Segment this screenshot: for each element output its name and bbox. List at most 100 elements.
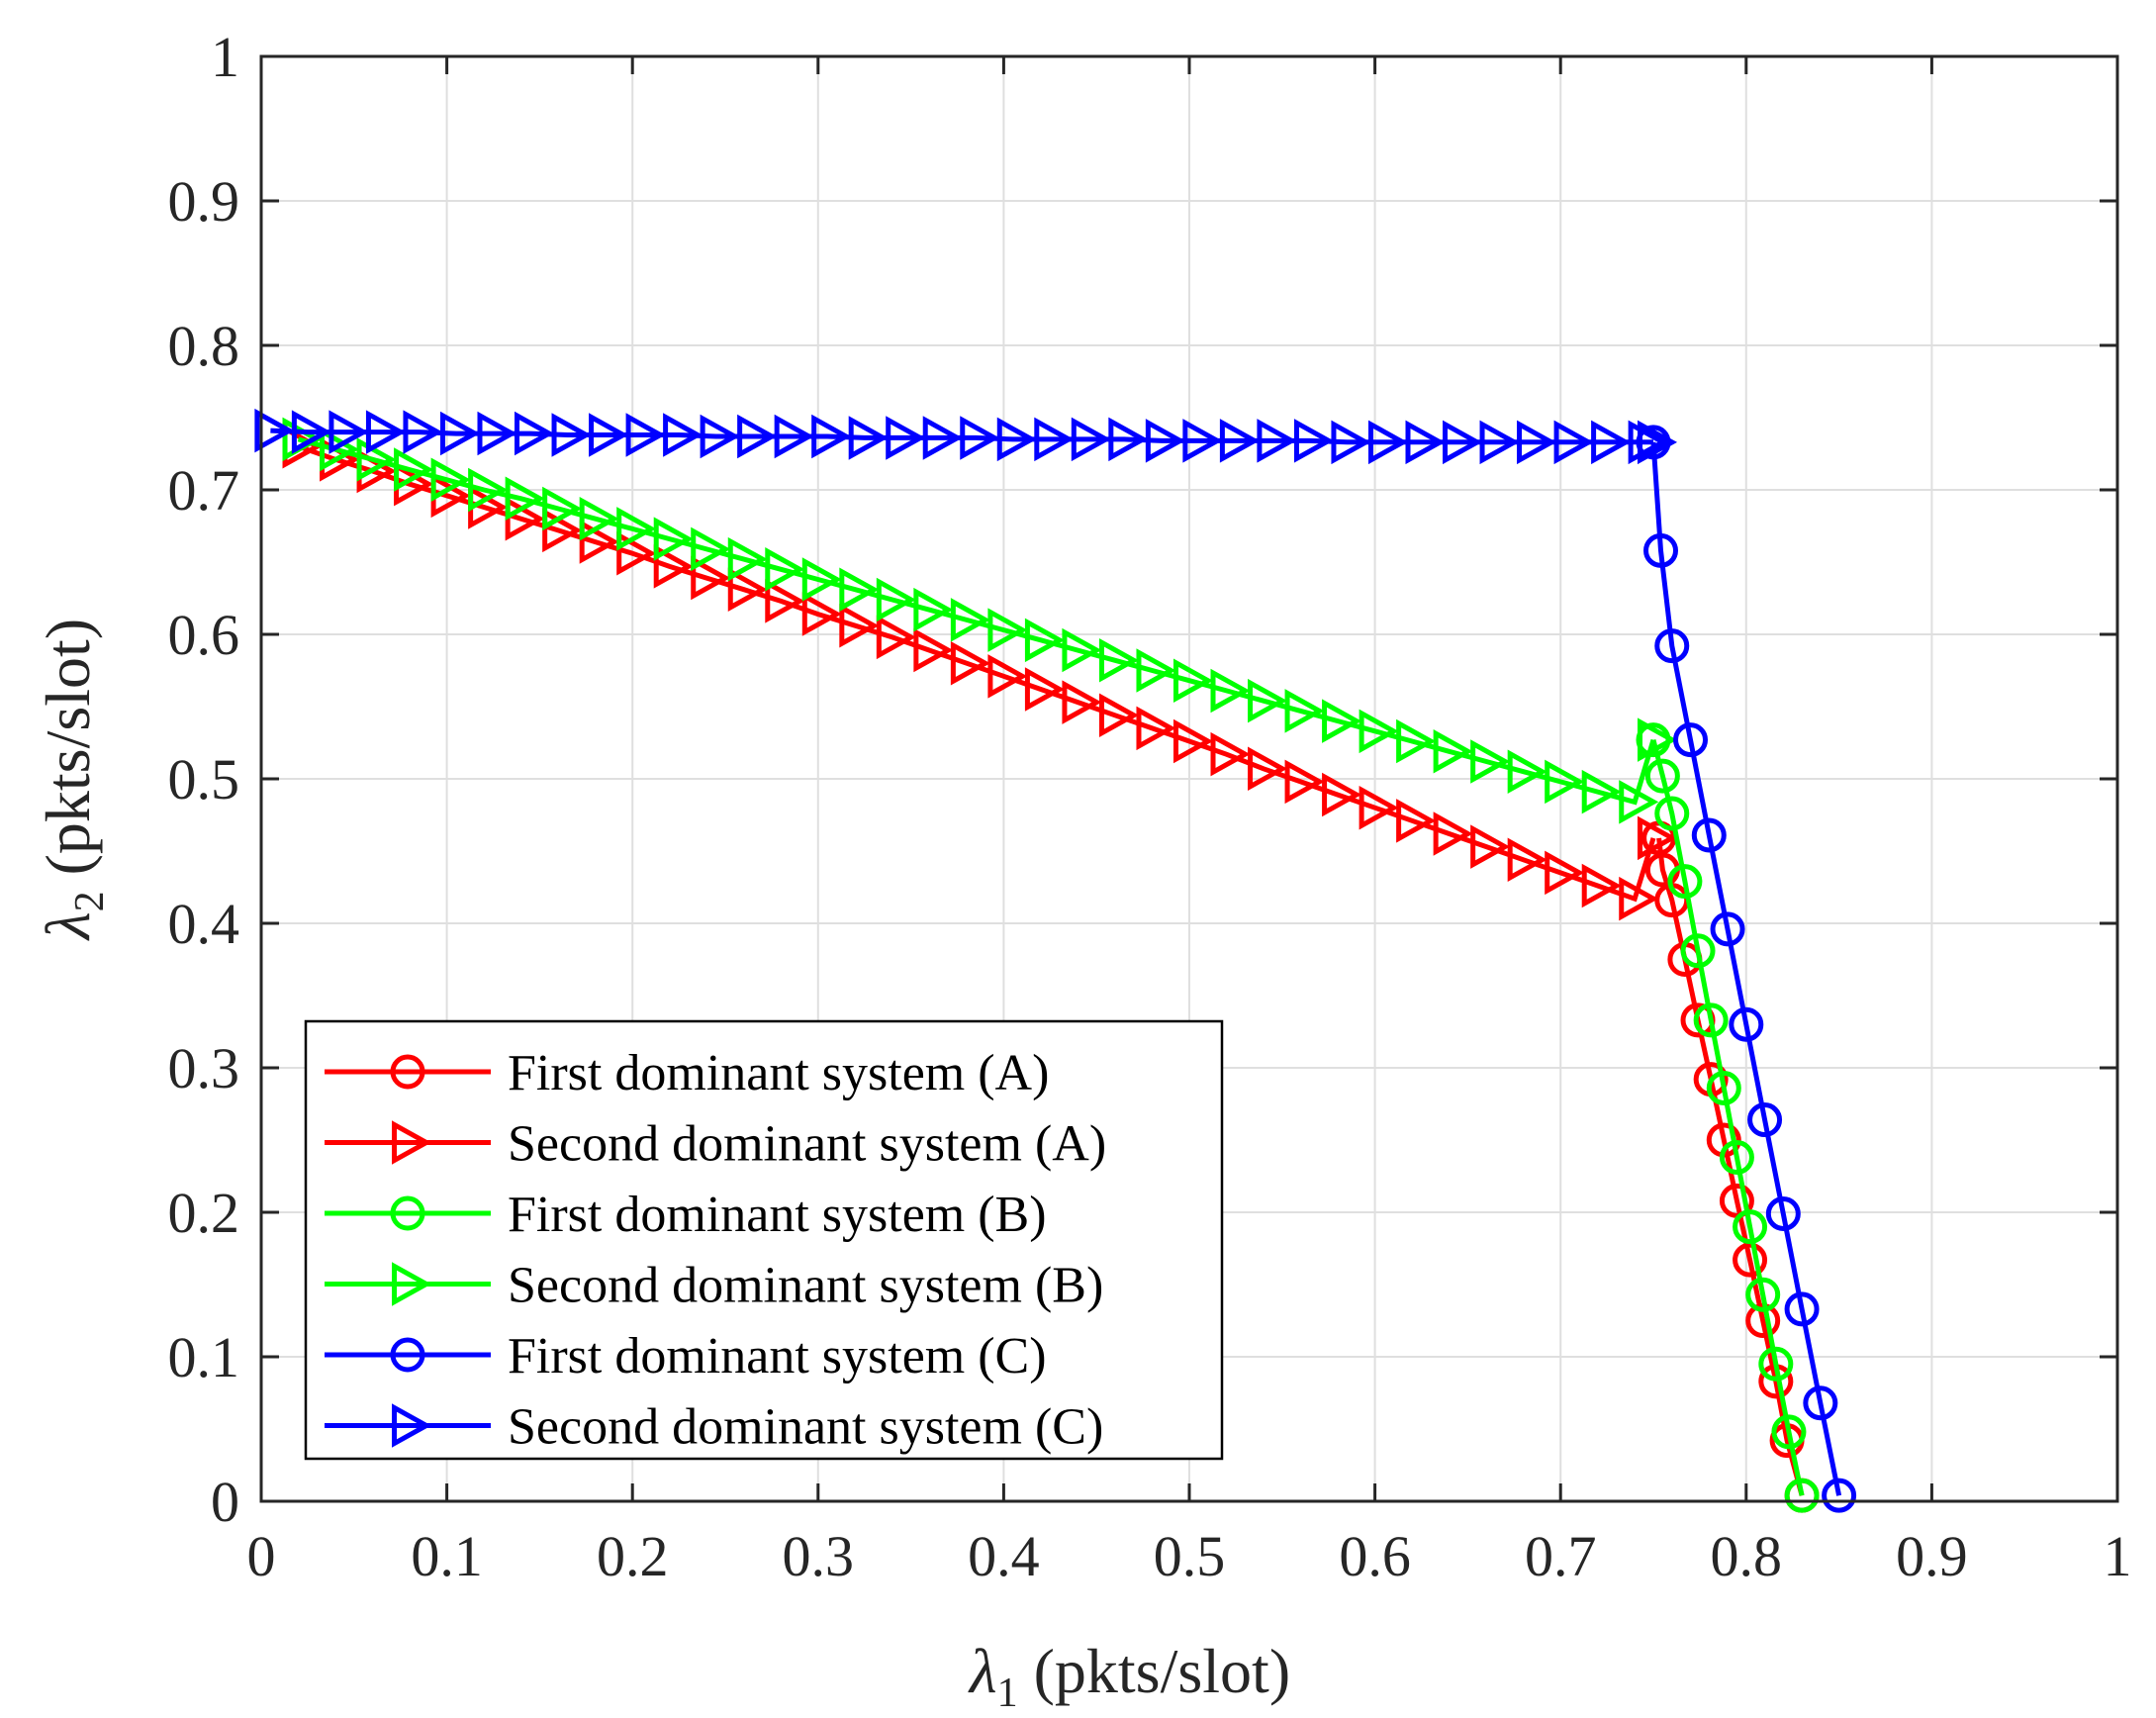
x-tick-label: 0.9 [1896,1524,1968,1588]
data-point-triangle [579,520,619,564]
y-tick-label: 0.2 [168,1181,240,1245]
data-point-triangle [1173,658,1214,703]
data-point-circle [1667,864,1703,900]
data-point-circle [1673,722,1709,758]
data-point-circle [1745,1277,1781,1312]
data-point-circle [1733,1209,1768,1245]
data-point-triangle [430,457,471,503]
series-line [1650,738,1805,1496]
data-point-triangle [356,437,397,482]
series-group [254,408,1857,1513]
series-line [1656,837,1805,1496]
data-point-triangle [1638,420,1678,465]
data-point-triangle [1257,419,1297,463]
y-tick-label: 0.9 [168,169,240,234]
data-point-triangle [1470,824,1511,869]
data-point-triangle [616,530,657,576]
data-point-circle [1733,1242,1768,1278]
legend: First dominant system (A) Second dominant… [304,1019,1224,1461]
data-point-triangle [1062,627,1102,673]
data-point-triangle [1581,863,1622,908]
data-point-triangle [589,413,629,457]
data-point-triangle [1034,417,1075,462]
y-tick-label: 0.3 [168,1036,240,1100]
data-point-triangle [1210,731,1251,777]
data-point-triangle [950,598,990,642]
y-tick-label: 1 [211,25,239,89]
data-point-circle [1747,1102,1783,1138]
data-point-triangle [1433,811,1473,856]
x-tick-label: 1 [2104,1524,2132,1588]
data-point-triangle [625,413,666,457]
data-point-triangle [1248,678,1288,723]
data-point-triangle [439,411,481,456]
series-line [297,436,1656,806]
y-tick-label: 0.4 [168,892,240,956]
data-point-triangle [616,507,657,551]
data-point-triangle [876,577,916,622]
data-point-triangle [996,417,1037,462]
data-point-triangle [505,476,545,522]
data-point-triangle [1638,815,1678,861]
data-point-circle [1643,532,1679,568]
data-point-circle [1803,1385,1838,1421]
data-point-triangle [1098,693,1140,738]
legend-label: First dominant system (A) [508,1045,1049,1101]
x-tick-label: 0.4 [968,1524,1040,1588]
data-point-triangle [579,496,619,541]
data-point-triangle [960,416,1000,460]
tick-labels: 0 0.1 0.2 0.3 0.4 0.5 0.6 0.7 0.8 0.9 1 0 0.1 0.2 0.3 0… [168,25,2132,1588]
data-point-triangle [1619,876,1659,921]
data-point-triangle [1591,420,1632,465]
data-point-circle [390,1054,425,1090]
data-point-triangle [691,526,731,572]
data-point-triangle [1628,420,1668,465]
data-point-triangle [765,579,805,623]
data-point-triangle [1507,837,1547,883]
legend-entry: Second dominant system (C) [325,1399,1103,1456]
data-point-circle [1729,1006,1764,1042]
data-point-triangle [1545,759,1585,805]
data-point-triangle [1405,420,1446,465]
data-point-triangle [1638,717,1678,762]
series-line [297,443,1656,903]
data-point-circle [1771,1414,1807,1450]
data-point-triangle [765,547,805,592]
data-point-triangle [848,416,889,460]
data-point-triangle [254,408,295,453]
x-tick-label: 0.5 [1154,1524,1226,1588]
x-tick-label: 0.6 [1339,1524,1411,1588]
data-point-triangle [1024,667,1065,712]
y-axis-label: λ2 (pkts/slot) [33,619,113,941]
data-point-triangle [1545,850,1585,896]
data-point-circle [1719,1140,1754,1176]
data-point-triangle [1433,729,1473,774]
data-point-triangle [922,416,963,460]
x-tick-label: 0.3 [783,1524,855,1588]
data-point-circle [1693,1002,1729,1038]
data-point-triangle [839,567,880,612]
data-point-triangle [737,414,778,459]
data-point-triangle [1479,420,1520,465]
data-point-triangle [839,603,880,648]
data-point-triangle [1331,420,1371,465]
data-point-triangle [468,467,509,513]
data-point-triangle [1098,638,1140,683]
data-point-triangle [1396,718,1437,764]
data-point-circle [1706,1070,1741,1105]
data-point-circle [1822,1478,1857,1513]
x-tick-label: 0 [247,1524,276,1588]
data-point-triangle [515,411,555,456]
data-point-triangle [1108,417,1149,462]
legend-box [304,1019,1224,1461]
data-point-triangle [1322,772,1362,817]
data-point-triangle [542,486,583,531]
data-point-triangle [1359,709,1399,754]
data-point-triangle [950,640,990,686]
x-tick-label: 0.2 [597,1524,669,1588]
data-point-triangle [1322,699,1362,743]
data-point-circle [390,1195,425,1231]
data-point-triangle [392,1120,432,1165]
data-point-triangle [1248,746,1288,792]
